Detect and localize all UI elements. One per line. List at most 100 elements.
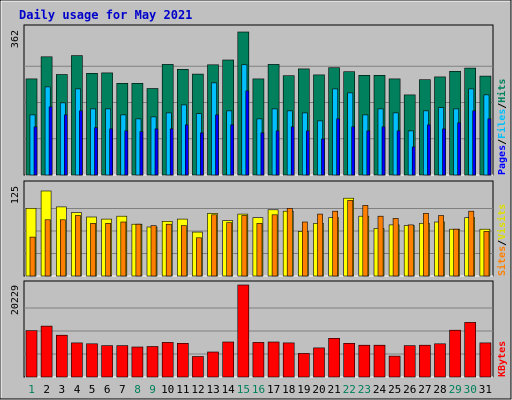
legend-files: Files [496,109,508,139]
bar-kbytes-day-2 [40,325,53,378]
bar-kbytes-day-1 [25,330,38,378]
bar-kbytes-day-11 [177,342,189,378]
bar-sites-day-2 [44,219,51,277]
bar-sites-day-10 [165,223,172,277]
legend-sites: Sites [496,246,508,276]
legend-hits: Hits [496,79,508,103]
bar-kbytes-day-25 [388,355,401,378]
bar-kbytes-day-26 [403,345,416,378]
x-tick-label: 18 [282,383,295,396]
x-tick-label: 24 [373,383,387,396]
bar-sites-day-15 [241,215,248,277]
x-tick-label: 3 [58,383,65,396]
x-tick-label: 9 [149,383,156,396]
x-tick-label: 8 [134,383,141,396]
bar-pages-day-22 [351,126,356,176]
legend-visits: Visits [496,204,508,240]
bar-pages-day-13 [215,114,219,176]
x-tick-label: 11 [176,383,189,396]
bar-pages-day-8 [139,131,144,176]
bar-pages-day-31 [487,118,492,176]
bar-kbytes-day-8 [131,346,144,378]
bar-kbytes-day-4 [71,342,83,378]
bar-sites-day-29 [453,228,460,277]
x-tick-label: 17 [267,383,280,396]
bar-sites-day-20 [317,213,323,277]
bar-sites-day-13 [211,214,217,277]
bar-sites-day-31 [483,231,490,277]
bar-pages-day-6 [109,128,113,176]
bar-sites-day-11 [181,225,187,277]
x-tick-label: 12 [191,383,204,396]
bar-pages-day-2 [48,106,53,176]
bar-kbytes-day-5 [86,343,98,378]
bar-kbytes-day-14 [222,341,234,378]
bar-kbytes-day-24 [373,344,386,378]
y-max-label: 362 [10,30,21,48]
bar-kbytes-day-9 [146,346,159,378]
bar-pages-day-30 [472,110,477,176]
x-tick-label: 10 [161,383,174,396]
legend-kbytes: KBytes [497,341,508,377]
x-tick-label: 7 [119,383,126,396]
bar-sites-day-8 [135,223,142,277]
y-max-label: 125 [10,186,21,204]
bar-pages-day-5 [94,127,98,176]
y-max-label: 20229 [10,285,21,315]
x-tick-label: 27 [418,383,431,396]
x-tick-label: 26 [403,383,416,396]
bar-sites-day-22 [347,200,354,277]
x-tick-label: 6 [104,383,111,396]
x-tick-label: 4 [74,383,81,396]
bar-pages-day-28 [442,128,446,176]
bar-pages-day-29 [457,122,461,176]
bar-kbytes-day-17 [267,341,280,378]
bar-pages-day-14 [230,124,234,176]
bar-kbytes-day-19 [297,353,310,378]
bar-pages-day-17 [275,130,280,176]
bar-pages-day-27 [427,124,431,176]
legend-kbytes: KBytes [497,341,508,377]
bar-kbytes-day-20 [313,347,325,378]
legend-separator: / [497,103,508,109]
legend-hits-files-pages: Pages/Files/Hits [496,79,508,175]
bar-sites-day-3 [59,219,66,277]
bar-sites-day-14 [226,222,233,277]
bar-sites-day-23 [362,205,369,277]
bar-kbytes-day-28 [434,343,446,378]
x-tick-label: 25 [388,383,401,396]
bar-sites-day-27 [423,213,429,277]
x-tick-label: 22 [343,383,356,396]
bar-pages-day-21 [336,118,340,176]
x-tick-label: 1 [28,383,35,396]
x-tick-label: 20 [312,383,325,396]
x-tick-label: 15 [237,383,250,396]
bar-kbytes-day-15 [237,284,250,378]
bar-kbytes-day-31 [479,342,492,378]
chart-title: Daily usage for May 2021 [19,8,192,22]
bar-pages-day-1 [33,126,38,176]
bar-pages-day-9 [154,128,159,176]
bar-kbytes-day-10 [161,342,174,378]
bar-pages-day-10 [169,128,174,176]
x-tick-label: 31 [479,383,492,396]
bar-sites-day-9 [150,225,157,277]
bar-kbytes-day-22 [343,342,356,378]
bar-kbytes-day-30 [464,322,477,378]
bar-pages-day-16 [260,132,265,176]
legend-sites-visits: Sites/Visits [496,204,508,276]
bar-kbytes-day-12 [192,356,204,378]
x-tick-label: 23 [358,383,371,396]
x-tick-label: 13 [206,383,219,396]
bar-kbytes-day-7 [116,345,129,378]
bar-pages-day-26 [411,146,416,176]
bar-pages-day-18 [290,126,295,176]
x-tick-label: 16 [252,383,265,396]
x-tick-label: 5 [89,383,96,396]
bar-pages-day-11 [185,124,189,176]
bar-kbytes-day-21 [328,337,340,378]
bar-sites-day-16 [256,223,263,277]
legend-separator: / [497,240,508,246]
legend-pages: Pages [497,145,508,175]
